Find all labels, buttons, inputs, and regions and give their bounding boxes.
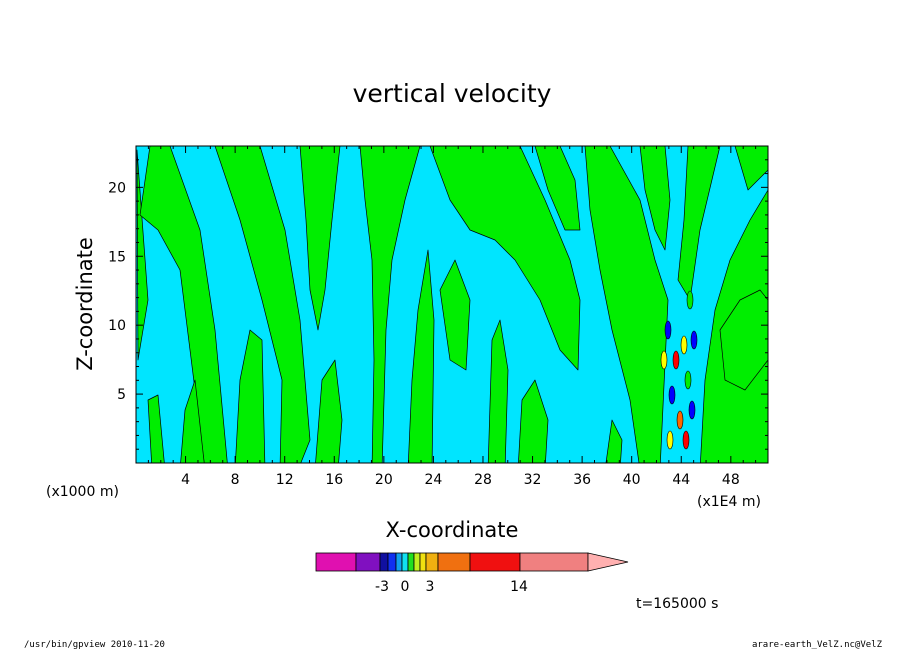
updraft-region bbox=[299, 146, 341, 331]
x-tick-label: 40 bbox=[623, 472, 641, 488]
updraft-region bbox=[719, 289, 768, 391]
colorbar-segment bbox=[519, 552, 589, 572]
updraft-region bbox=[534, 146, 581, 231]
convective-cell bbox=[660, 350, 668, 370]
updraft-region bbox=[734, 146, 768, 191]
convective-cell bbox=[676, 410, 684, 430]
colorbar-segment bbox=[469, 552, 521, 572]
updraft-region bbox=[139, 146, 228, 463]
updraft-region bbox=[429, 146, 581, 371]
updraft-region bbox=[584, 146, 669, 463]
y-axis-label: Z-coordinate bbox=[73, 237, 97, 371]
x-tick-label: 44 bbox=[672, 472, 690, 488]
x-unit-label: (x1000 m) bbox=[46, 484, 119, 500]
y-tick-label: 5 bbox=[117, 387, 126, 403]
colorbar-label: -3 bbox=[375, 579, 389, 595]
colorbar-segment bbox=[355, 552, 381, 572]
updraft-region bbox=[214, 146, 311, 463]
colorbar-segment bbox=[387, 552, 397, 572]
x-exponent-label: (x1E4 m) bbox=[697, 494, 761, 510]
convective-cell bbox=[690, 330, 698, 350]
convective-cell bbox=[668, 385, 676, 405]
x-tick-label: 36 bbox=[573, 472, 591, 488]
colorbar-segment bbox=[401, 552, 409, 572]
convective-cell bbox=[686, 290, 694, 310]
x-tick-label: 48 bbox=[722, 472, 740, 488]
colorbar-segment bbox=[395, 552, 403, 572]
x-tick-label: 20 bbox=[375, 472, 393, 488]
x-axis-label: X-coordinate bbox=[386, 518, 519, 542]
convective-cell bbox=[666, 430, 674, 450]
y-tick-label: 10 bbox=[108, 318, 126, 334]
convective-cell bbox=[680, 335, 688, 355]
colorbar-label: 0 bbox=[401, 579, 410, 595]
footer-right: arare-earth_VelZ.nc@VelZ bbox=[751, 640, 882, 650]
colorbar bbox=[315, 552, 629, 572]
colorbar-label: 14 bbox=[510, 579, 528, 595]
updraft-region bbox=[605, 419, 623, 463]
footer-left: /usr/bin/gpview 2010-11-20 bbox=[24, 640, 165, 650]
y-tick-label: 15 bbox=[108, 249, 126, 265]
x-tick-label: 4 bbox=[181, 472, 190, 488]
chart-title: vertical velocity bbox=[353, 79, 552, 108]
time-annotation: t=165000 s bbox=[636, 596, 718, 612]
x-axis: 4 8 12 16 20 24 28 32 36 40 44 48 bbox=[147, 146, 757, 488]
updraft-region bbox=[180, 379, 205, 463]
x-tick-label: 32 bbox=[524, 472, 542, 488]
colorbar-segment bbox=[419, 552, 427, 572]
colorbar-segment bbox=[315, 552, 357, 572]
colorbar-segment bbox=[379, 552, 389, 572]
convective-cell bbox=[688, 400, 696, 420]
updraft-region bbox=[136, 149, 149, 361]
colorbar-extension-arrow bbox=[587, 552, 629, 572]
plot-frame bbox=[135, 145, 769, 464]
colorbar-segment bbox=[407, 552, 415, 572]
updraft-region bbox=[487, 319, 509, 463]
convective-cell bbox=[682, 430, 690, 450]
convective-cell bbox=[684, 370, 692, 390]
y-axis: 5 10 15 20 bbox=[108, 159, 768, 450]
updraft-region bbox=[639, 146, 671, 251]
x-tick-label: 8 bbox=[231, 472, 240, 488]
updraft-region bbox=[147, 394, 165, 463]
x-tick-label: 24 bbox=[424, 472, 442, 488]
x-tick-label: 28 bbox=[474, 472, 492, 488]
x-tick-label: 12 bbox=[276, 472, 294, 488]
updraft-region bbox=[235, 329, 266, 463]
convective-cell bbox=[672, 350, 680, 370]
plot-area bbox=[135, 145, 769, 464]
colorbar-label: 3 bbox=[426, 579, 435, 595]
updraft-region bbox=[315, 359, 343, 463]
updraft-region bbox=[518, 379, 549, 463]
colorbar-segment bbox=[425, 552, 439, 572]
colorbar-labels: -3 0 3 14 bbox=[375, 579, 528, 595]
updraft-region bbox=[359, 146, 421, 463]
convective-cell bbox=[664, 320, 672, 340]
colorbar-segment bbox=[413, 552, 421, 572]
updraft-region bbox=[439, 259, 471, 371]
y-tick-label: 20 bbox=[108, 180, 126, 196]
updraft-region bbox=[407, 249, 435, 463]
colorbar-segment bbox=[437, 552, 471, 572]
velocity-field bbox=[136, 146, 768, 463]
x-tick-label: 16 bbox=[325, 472, 343, 488]
